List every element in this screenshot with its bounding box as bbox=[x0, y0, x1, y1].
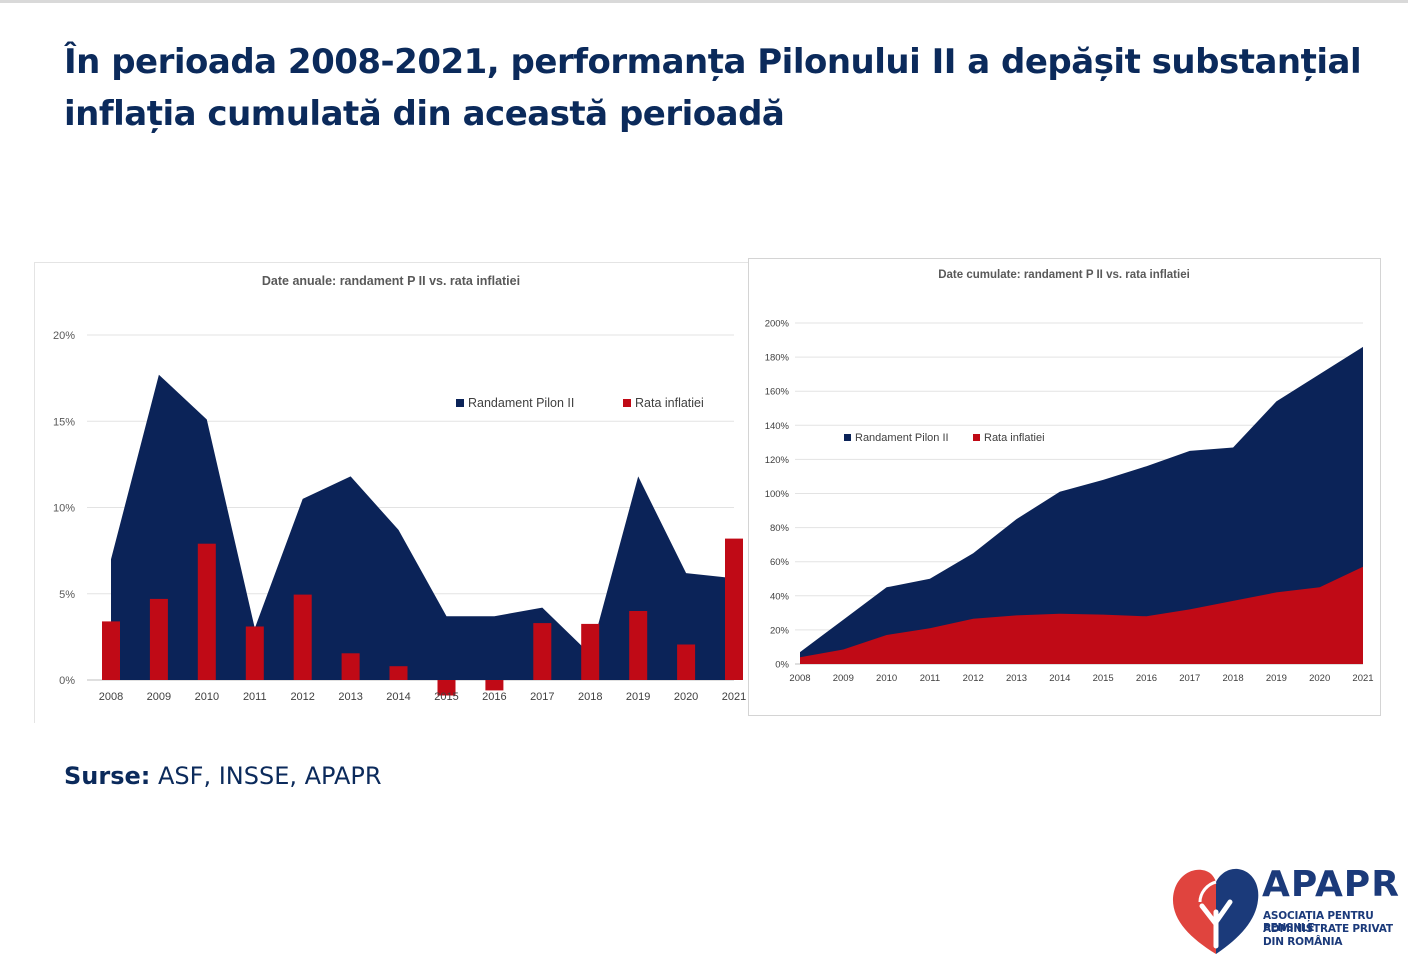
annual-x-tick-label: 2015 bbox=[434, 691, 458, 703]
cumulative-x-tick-label: 2018 bbox=[1223, 673, 1244, 684]
cumulative-legend-swatch-inflatie bbox=[973, 434, 980, 441]
annual-x-tick-label: 2018 bbox=[578, 691, 602, 703]
cumulative-y-tick-label: 200% bbox=[765, 319, 790, 330]
cumulative-legend-swatch-randament bbox=[844, 434, 851, 441]
annual-bar-rata-inflatiei bbox=[581, 623, 600, 680]
slide-title: În perioada 2008-2021, performanța Pilon… bbox=[64, 42, 1362, 134]
cumulative-x-tick-label: 2020 bbox=[1309, 673, 1330, 684]
annual-legend-swatch-randament bbox=[456, 399, 464, 407]
annual-y-tick-label: 20% bbox=[53, 330, 75, 342]
annual-bar-rata-inflatiei bbox=[341, 653, 360, 680]
annual-bar-rata-inflatiei bbox=[293, 594, 312, 680]
annual-bar-rata-inflatiei bbox=[389, 666, 408, 680]
annual-bar-rata-inflatiei bbox=[629, 611, 648, 680]
annual-bar-rata-inflatiei bbox=[102, 621, 120, 680]
cumulative-x-tick-label: 2016 bbox=[1136, 673, 1157, 684]
cumulative-y-tick-label: 80% bbox=[770, 523, 790, 534]
annual-bar-rata-inflatiei bbox=[149, 598, 168, 680]
logo-name: APAPR bbox=[1262, 864, 1400, 905]
cumulative-y-tick-label: 120% bbox=[765, 455, 790, 466]
cumulative-y-tick-label: 180% bbox=[765, 353, 790, 364]
apapr-heart-icon bbox=[1172, 868, 1259, 954]
cumulative-legend-label-randament: Randament Pilon II bbox=[855, 432, 949, 444]
annual-x-tick-label: 2021 bbox=[722, 691, 746, 703]
annual-y-tick-label: 0% bbox=[59, 675, 75, 687]
logo-subtitle-line3: DIN ROMÂNIA bbox=[1263, 936, 1343, 948]
cumulative-x-tick-label: 2011 bbox=[920, 673, 940, 684]
annual-legend-label-inflatie: Rata inflatiei bbox=[635, 396, 704, 410]
annual-y-tick-label: 15% bbox=[53, 416, 75, 428]
sources-note: Surse: ASF, INSSE, APAPR bbox=[64, 762, 382, 790]
annual-y-tick-label: 10% bbox=[53, 503, 75, 515]
annual-x-tick-label: 2017 bbox=[530, 691, 554, 703]
cumulative-y-tick-label: 140% bbox=[765, 421, 790, 432]
annual-legend-label-randament: Randament Pilon II bbox=[468, 396, 574, 410]
cumulative-y-tick-label: 160% bbox=[765, 387, 790, 398]
cumulative-x-tick-label: 2014 bbox=[1049, 673, 1070, 684]
annual-chart-title: Date anuale: randament P II vs. rata inf… bbox=[262, 274, 520, 288]
annual-area-randament-pilon-ii bbox=[111, 374, 734, 680]
cumulative-x-tick-label: 2015 bbox=[1093, 673, 1114, 684]
annual-x-tick-label: 2016 bbox=[482, 691, 506, 703]
cumulative-area-rata-inflatiei bbox=[800, 566, 1363, 664]
cumulative-x-tick-label: 2017 bbox=[1179, 673, 1200, 684]
cumulative-x-tick-label: 2012 bbox=[963, 673, 984, 684]
cumulative-chart-title: Date cumulate: randament P II vs. rata i… bbox=[938, 269, 1190, 281]
annual-x-tick-label: 2014 bbox=[386, 691, 410, 703]
cumulative-y-tick-label: 20% bbox=[770, 625, 790, 636]
cumulative-chart: Date cumulate: randament P II vs. rata i… bbox=[765, 269, 1374, 684]
logo-subtitle-line1: ASOCIAȚIA PENTRU PENSIILE bbox=[1263, 910, 1374, 934]
cumulative-legend-label-inflatie: Rata inflatiei bbox=[984, 432, 1045, 444]
annual-x-tick-label: 2012 bbox=[290, 691, 314, 703]
top-border-line bbox=[0, 0, 1408, 3]
cumulative-y-tick-label: 60% bbox=[770, 557, 790, 568]
annual-x-tick-label: 2019 bbox=[626, 691, 650, 703]
annual-x-tick-label: 2010 bbox=[195, 691, 219, 703]
annual-chart-panel: Date anuale: randament P II vs. rata inf… bbox=[34, 262, 748, 723]
annual-chart: Date anuale: randament P II vs. rata inf… bbox=[53, 274, 746, 703]
cumulative-y-tick-label: 100% bbox=[765, 489, 790, 500]
annual-legend-swatch-inflatie bbox=[623, 399, 631, 407]
cumulative-area-randament-pilon-ii bbox=[800, 346, 1363, 664]
cumulative-x-tick-label: 2019 bbox=[1266, 673, 1287, 684]
cumulative-x-tick-label: 2021 bbox=[1352, 673, 1373, 684]
annual-bar-rata-inflatiei bbox=[245, 626, 264, 680]
annual-bar-rata-inflatiei bbox=[533, 623, 552, 680]
annual-x-tick-label: 2011 bbox=[243, 691, 267, 703]
annual-bar-rata-inflatiei bbox=[725, 538, 743, 680]
annual-bar-rata-inflatiei bbox=[485, 680, 504, 691]
sources-label: Surse: bbox=[64, 762, 151, 790]
logo-subtitle-line2: ADMINISTRATE PRIVAT bbox=[1263, 923, 1393, 935]
annual-x-tick-label: 2008 bbox=[99, 691, 123, 703]
cumulative-x-tick-label: 2008 bbox=[789, 673, 810, 684]
cumulative-y-tick-label: 0% bbox=[775, 660, 789, 671]
annual-bar-rata-inflatiei bbox=[677, 644, 696, 680]
annual-y-tick-label: 5% bbox=[59, 589, 75, 601]
annual-x-tick-label: 2013 bbox=[338, 691, 362, 703]
annual-bar-rata-inflatiei bbox=[437, 680, 456, 696]
annual-bar-rata-inflatiei bbox=[197, 543, 216, 680]
annual-x-tick-label: 2009 bbox=[147, 691, 171, 703]
sources-text: ASF, INSSE, APAPR bbox=[150, 762, 382, 790]
apapr-logo: APAPR ASOCIAȚIA PENTRU PENSIILE ADMINIST… bbox=[1170, 862, 1400, 962]
cumulative-y-tick-label: 40% bbox=[770, 591, 790, 602]
cumulative-x-tick-label: 2013 bbox=[1006, 673, 1027, 684]
cumulative-x-tick-label: 2010 bbox=[876, 673, 897, 684]
annual-x-tick-label: 2020 bbox=[674, 691, 698, 703]
cumulative-x-tick-label: 2009 bbox=[833, 673, 854, 684]
cumulative-chart-panel: Date cumulate: randament P II vs. rata i… bbox=[748, 258, 1381, 716]
